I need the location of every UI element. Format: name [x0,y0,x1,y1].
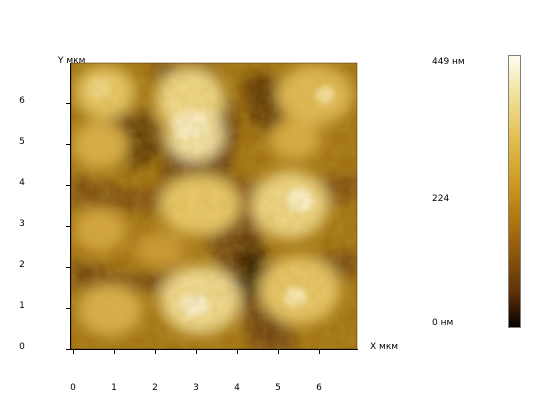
y-tick-label: 3 [19,219,25,229]
color-scale-mid-label: 224 [432,194,450,204]
y-tick-label: 0 [19,342,25,352]
x-tick-label: 6 [316,383,322,393]
height-color-scale-bar [508,55,521,328]
x-tick-label: 1 [111,383,117,393]
x-tick-label: 0 [70,383,76,393]
axes [66,63,358,354]
afm-image [71,63,357,349]
y-tick-label: 5 [19,137,25,147]
y-tick-label: 4 [19,178,25,188]
color-scale-min-label: 0 нм [432,318,454,328]
color-scale-max-label: 449 нм [432,57,465,67]
x-tick-label: 4 [234,383,240,393]
y-tick-label: 2 [19,260,25,270]
x-tick-label: 2 [152,383,158,393]
y-tick-label: 6 [19,96,25,106]
x-tick-label: 5 [275,383,281,393]
x-tick-label: 3 [193,383,199,393]
y-tick-label: 1 [19,301,25,311]
x-axis-label: X мкм [370,342,399,352]
y-axis-label: Y мкм [58,56,86,66]
